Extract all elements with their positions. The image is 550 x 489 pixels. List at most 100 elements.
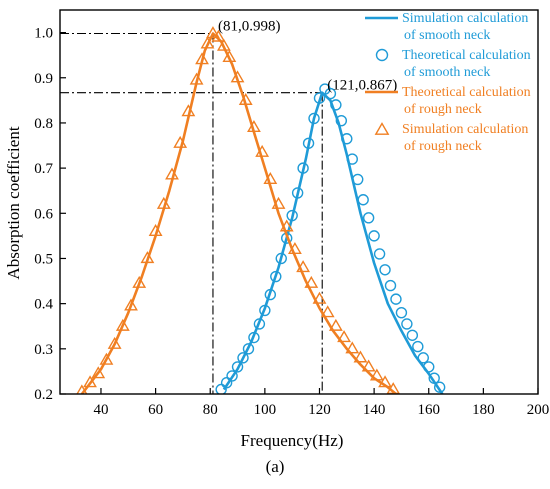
data-point-circle [226, 370, 238, 382]
data-point-circle [242, 343, 255, 355]
data-point-triangle [140, 251, 155, 264]
y-tick-label: 0.4 [34, 297, 53, 313]
x-tick-label: 180 [472, 402, 495, 418]
data-point-circle [357, 194, 369, 206]
data-point-triangle [296, 260, 311, 273]
annotation-label: (121,0.867) [327, 78, 397, 94]
data-point-triangle [345, 341, 360, 354]
legend: Simulation calculation of smooth neck Theo… [365, 11, 531, 154]
series-layer [76, 26, 446, 394]
data-point-circle [270, 270, 282, 283]
data-point-circle [259, 304, 271, 317]
data-point-circle [395, 306, 408, 319]
data-point-circle [368, 230, 380, 242]
data-point-triangle [91, 366, 106, 379]
x-axis-label: Frequency(Hz) [241, 431, 344, 450]
data-point-triangle [361, 359, 376, 372]
data-point-triangle [320, 305, 335, 318]
annotation-label: (81,0.998) [218, 18, 281, 34]
data-point-triangle [369, 368, 384, 381]
legend-swatch-triangle [374, 122, 390, 135]
data-point-circle [220, 377, 233, 389]
data-point-circle [313, 92, 326, 104]
data-point-triangle [156, 196, 171, 209]
y-tick-label: 0.3 [34, 342, 53, 358]
data-point-triangle [238, 92, 253, 105]
x-tick-label: 140 [363, 402, 386, 418]
data-point-triangle [115, 318, 130, 331]
data-point-triangle [200, 36, 215, 49]
y-axis: 0.2 0.3 0.4 0.5 0.6 0.7 0.8 0.9 1.0 [34, 26, 66, 403]
data-point-circle [248, 331, 260, 344]
data-point-circle [373, 248, 386, 260]
data-point-triangle [107, 336, 122, 349]
x-tick-label: 200 [527, 402, 550, 418]
legend-swatch-circle [375, 48, 389, 62]
data-point-triangle [287, 242, 302, 255]
data-point-circle [286, 209, 298, 222]
data-point-triangle [124, 298, 138, 311]
data-point-triangle [132, 275, 147, 288]
x-tick-label: 80 [203, 402, 218, 418]
data-point-circle [423, 361, 435, 373]
data-point-triangle [378, 375, 392, 388]
reference-lines [60, 32, 323, 394]
y-tick-label: 0.7 [34, 161, 53, 177]
data-point-triangle [165, 167, 179, 180]
data-point-circle [346, 153, 358, 165]
data-point-triangle [263, 172, 278, 185]
data-point-circle [412, 340, 424, 353]
data-point-triangle [271, 196, 286, 209]
data-point-triangle [181, 104, 196, 117]
legend-label: Simulation calculation of smooth neck [402, 11, 528, 43]
data-point-triangle [230, 70, 245, 83]
data-point-triangle [216, 38, 231, 51]
y-axis-label: Absorption coefficient [4, 126, 23, 279]
data-point-circle [215, 383, 227, 394]
data-point-triangle [211, 29, 226, 42]
data-point-triangle [337, 330, 351, 343]
data-point-triangle [189, 72, 204, 85]
data-point-circle [302, 137, 315, 149]
data-point-triangle [304, 275, 319, 288]
data-point-circle [237, 352, 249, 364]
data-point-circle [308, 112, 320, 125]
data-point-triangle [76, 384, 88, 394]
data-point-circle [390, 293, 402, 305]
data-point-circle [264, 288, 277, 301]
data-point-triangle [353, 350, 368, 363]
data-point-circle [341, 133, 353, 145]
legend-label: Theoretical calculation of rough neck [402, 85, 531, 117]
data-point-circle [362, 212, 375, 224]
data-point-circle [406, 329, 419, 341]
plot-frame [59, 9, 539, 395]
x-tick-label: 60 [148, 402, 163, 418]
y-tick-label: 0.6 [34, 206, 53, 222]
data-point-circle [433, 381, 446, 393]
data-point-triangle [83, 375, 97, 388]
data-point-circle [352, 173, 364, 186]
series-line [222, 91, 444, 394]
data-point-circle [324, 87, 337, 100]
data-point-triangle [195, 52, 209, 65]
panel-label: (a) [266, 457, 285, 476]
legend-label: Simulation calculation of rough neck [402, 122, 528, 154]
data-point-circle [297, 162, 309, 174]
data-point-triangle [148, 223, 163, 236]
x-tick-label: 100 [254, 402, 277, 418]
data-point-triangle [99, 352, 114, 365]
data-point-circle [275, 252, 287, 265]
data-point-circle [417, 352, 429, 364]
data-point-triangle [222, 50, 237, 63]
data-point-circle [335, 114, 348, 127]
x-tick-label: 160 [417, 402, 440, 418]
data-point-circle [253, 318, 266, 330]
data-point-circle [401, 318, 413, 330]
legend-label: Theoretical calculation of smooth neck [402, 48, 531, 80]
data-point-circle [291, 187, 304, 199]
y-tick-label: 0.5 [34, 251, 53, 267]
y-tick-label: 0.8 [34, 116, 53, 132]
data-point-circle [379, 264, 391, 276]
data-point-triangle [206, 26, 220, 39]
